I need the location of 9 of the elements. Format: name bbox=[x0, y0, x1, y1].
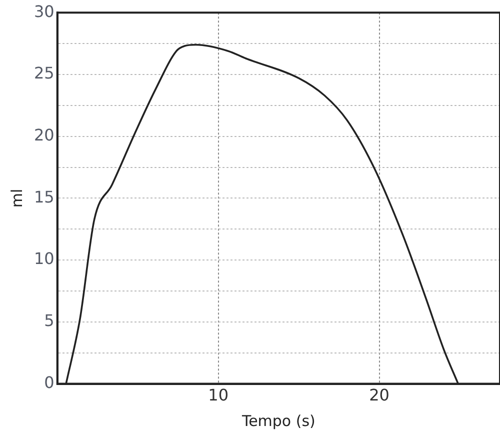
y-tick-label: 0 bbox=[44, 372, 54, 392]
x-axis-title: Tempo (s) bbox=[240, 412, 316, 430]
y-axis-title: ml bbox=[8, 188, 26, 208]
y-tick-label: 20 bbox=[34, 125, 54, 144]
y-tick-label: 5 bbox=[44, 311, 54, 330]
y-tick-label: 25 bbox=[34, 64, 54, 83]
y-tick-label: 15 bbox=[34, 187, 54, 206]
y-tick-label: 10 bbox=[34, 249, 54, 268]
y-tick-label: 30 bbox=[34, 2, 54, 21]
